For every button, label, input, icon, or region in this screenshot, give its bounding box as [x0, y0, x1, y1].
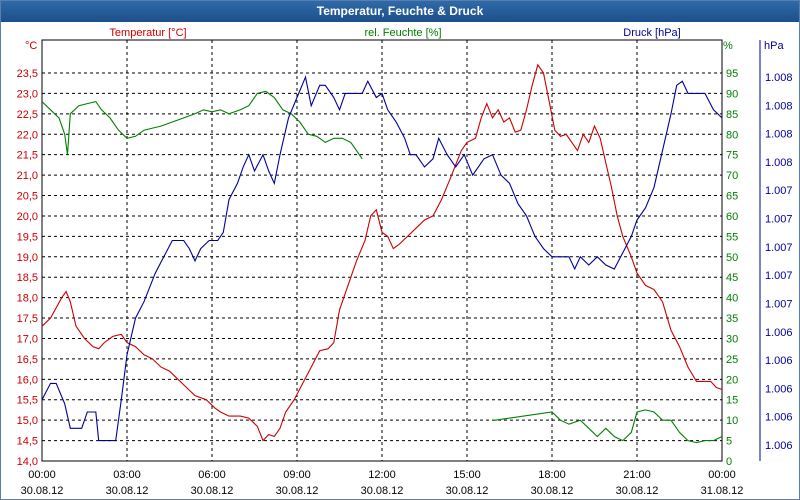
humidity-tick-label: 40	[726, 293, 738, 305]
pressure-tick-label: 1.008	[765, 129, 793, 141]
left-tick-label: 19,5	[17, 231, 38, 243]
pressure-tick-label: 1.007	[765, 214, 793, 226]
humidity-tick-label: 5	[726, 436, 732, 448]
x-tick-date: 30.08.12	[191, 485, 234, 497]
x-tick-time: 06:00	[198, 469, 226, 481]
x-tick-time: 09:00	[283, 469, 311, 481]
humidity-tick-label: 65	[726, 191, 738, 203]
pressure-tick-label: 1.007	[765, 185, 793, 197]
x-tick-time: 21:00	[623, 469, 651, 481]
humidity-tick-label: 10	[726, 415, 738, 427]
x-tick-date: 30.08.12	[276, 485, 319, 497]
left-tick-label: 14,5	[17, 436, 38, 448]
left-tick-label: 18,0	[17, 293, 38, 305]
humidity-tick-label: 75	[726, 150, 738, 162]
x-tick-time: 00:00	[28, 469, 56, 481]
pressure-tick-label: 1.008	[765, 157, 793, 169]
x-tick-date: 30.08.12	[446, 485, 489, 497]
x-tick-time: 03:00	[113, 469, 141, 481]
x-tick-time: 12:00	[368, 469, 396, 481]
pressure-tick-label: 1.007	[765, 242, 793, 254]
pressure-tick-label: 1.006	[765, 440, 793, 452]
x-tick-time: 00:00	[708, 469, 736, 481]
humidity-tick-label: 30	[726, 333, 738, 345]
pressure-tick-label: 1.006	[765, 355, 793, 367]
humidity-tick-label: 25	[726, 354, 738, 366]
pressure-tick-label: 1.006	[765, 383, 793, 395]
pressure-tick-label: 1.008	[765, 100, 793, 112]
humidity-tick-label: 20	[726, 374, 738, 386]
humidity-tick-label: 15	[726, 395, 738, 407]
right-axis-unit: hPa	[764, 40, 784, 52]
chart-title: Temperatur, Feuchte & Druck	[1, 1, 799, 22]
left-tick-label: 17,5	[17, 313, 38, 325]
x-tick-date: 30.08.12	[531, 485, 574, 497]
pressure-tick-label: 1.007	[765, 270, 793, 282]
humidity-tick-label: 70	[726, 170, 738, 182]
x-tick-date: 30.08.12	[616, 485, 659, 497]
pressure-tick-label: 1.006	[765, 412, 793, 424]
humidity-legend: rel. Feuchte [%]	[364, 27, 441, 39]
humidity-tick-label: 90	[726, 88, 738, 100]
left-tick-label: 16,0	[17, 374, 38, 386]
x-tick-time: 18:00	[538, 469, 566, 481]
humidity-line-late	[492, 409, 723, 444]
left-tick-label: 23,0	[17, 88, 38, 100]
humidity-tick-label: 50	[726, 252, 738, 264]
left-tick-label: 21,0	[17, 170, 38, 182]
pressure-tick-label: 1.007	[765, 298, 793, 310]
humidity-tick-label: 80	[726, 129, 738, 141]
humidity-tick-label: 35	[726, 313, 738, 325]
left-tick-label: 15,0	[17, 415, 38, 427]
left-tick-label: 21,5	[17, 150, 38, 162]
left-tick-label: 17,0	[17, 333, 38, 345]
x-tick-date: 31.08.12	[701, 485, 744, 497]
humidity-tick-label: 55	[726, 231, 738, 243]
x-tick-date: 30.08.12	[21, 485, 64, 497]
humidity-tick-label: 95	[726, 68, 738, 80]
left-axis-unit: °C	[25, 40, 37, 52]
temperature-legend: Temperatur [°C]	[109, 27, 186, 39]
left-tick-label: 18,5	[17, 272, 38, 284]
left-tick-label: 14,0	[17, 456, 38, 468]
humidity-tick-label: 85	[726, 109, 738, 121]
left-tick-label: 15,5	[17, 395, 38, 407]
left-tick-label: 20,5	[17, 191, 38, 203]
pressure-line	[41, 75, 723, 442]
x-tick-date: 30.08.12	[361, 485, 404, 497]
x-tick-date: 30.08.12	[106, 485, 149, 497]
middle-axis-unit: %	[723, 40, 733, 52]
temperature-line	[41, 63, 723, 442]
left-tick-label: 23,5	[17, 68, 38, 80]
left-tick-label: 16,5	[17, 354, 38, 366]
humidity-tick-label: 60	[726, 211, 738, 223]
x-tick-time: 15:00	[453, 469, 481, 481]
humidity-tick-label: 0	[726, 456, 732, 468]
left-tick-label: 22,5	[17, 109, 38, 121]
humidity-line	[41, 90, 363, 160]
pressure-tick-label: 1.006	[765, 327, 793, 339]
humidity-tick-label: 45	[726, 272, 738, 284]
pressure-legend: Druck [hPa]	[623, 27, 680, 39]
left-tick-label: 19,0	[17, 252, 38, 264]
left-tick-label: 20,0	[17, 211, 38, 223]
left-tick-label: 22,0	[17, 129, 38, 141]
pressure-tick-label: 1.008	[765, 72, 793, 84]
